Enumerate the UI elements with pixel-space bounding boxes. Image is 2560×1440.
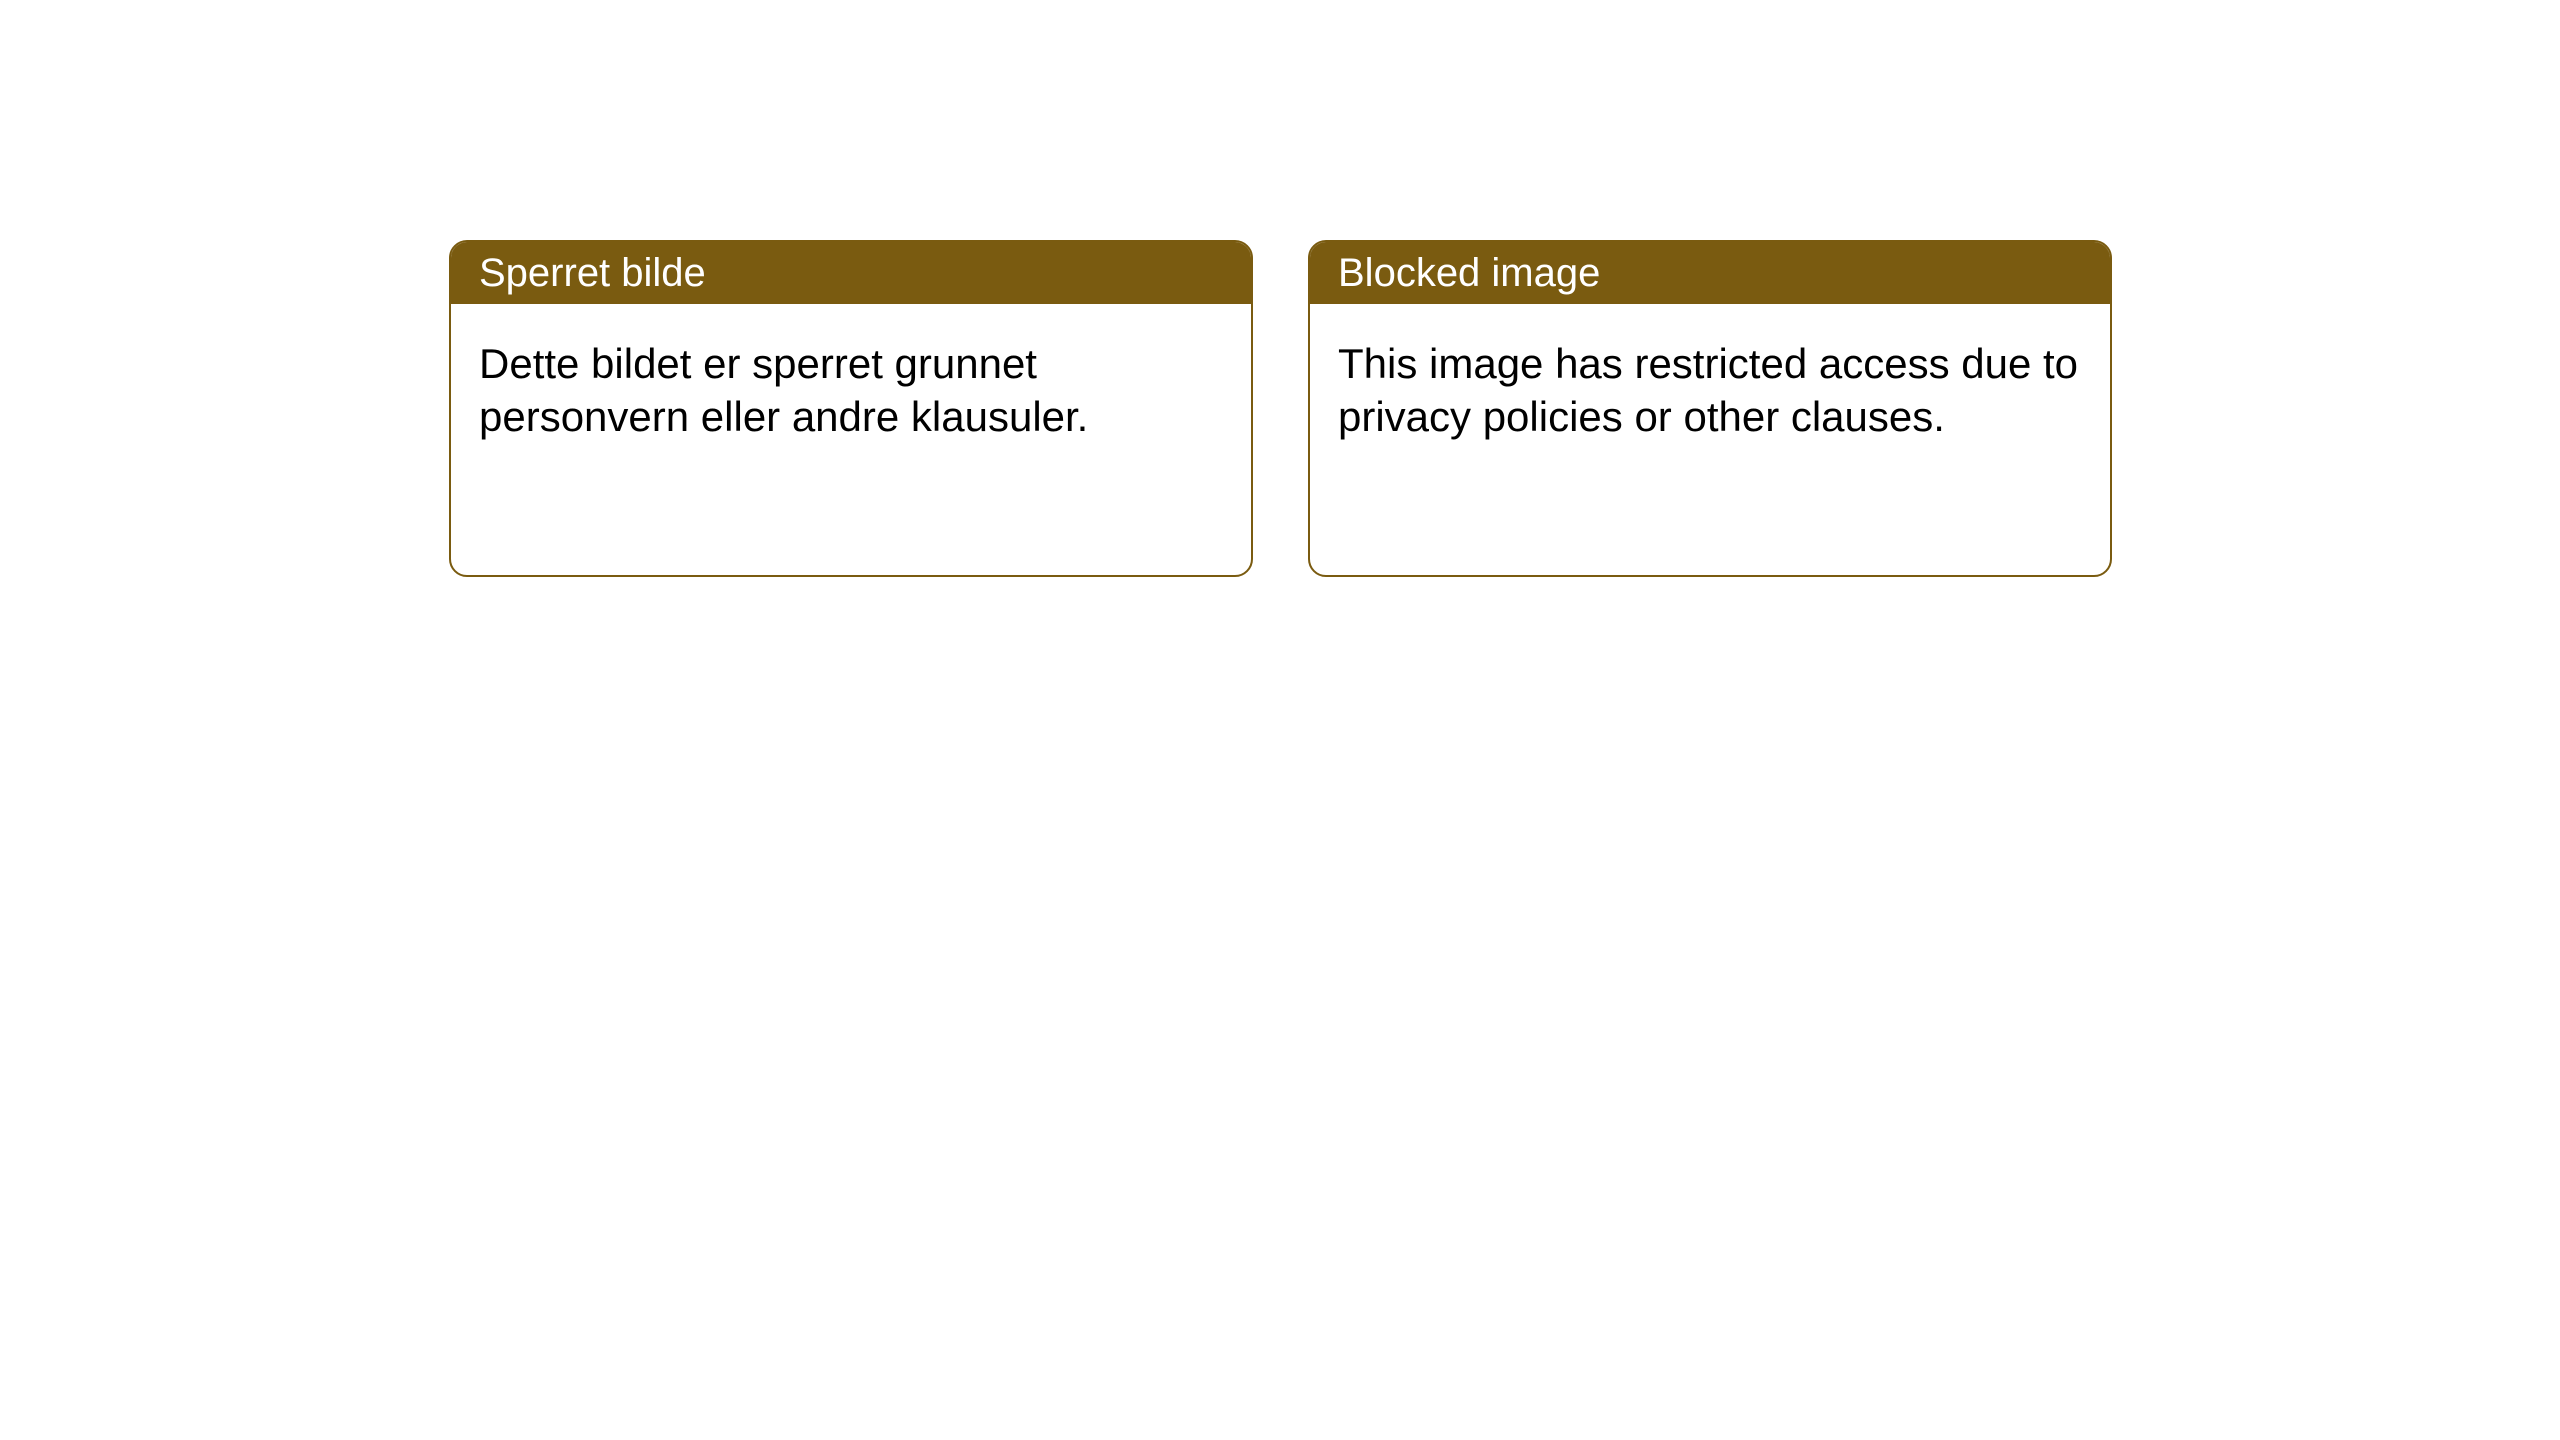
card-body-text: This image has restricted access due to … xyxy=(1338,340,2078,440)
notice-container: Sperret bilde Dette bildet er sperret gr… xyxy=(449,240,2112,577)
notice-card-norwegian: Sperret bilde Dette bildet er sperret gr… xyxy=(449,240,1253,577)
card-header: Blocked image xyxy=(1310,242,2110,304)
card-body: Dette bildet er sperret grunnet personve… xyxy=(451,304,1251,477)
card-body: This image has restricted access due to … xyxy=(1310,304,2110,477)
card-body-text: Dette bildet er sperret grunnet personve… xyxy=(479,340,1088,440)
card-title: Blocked image xyxy=(1338,251,1600,296)
notice-card-english: Blocked image This image has restricted … xyxy=(1308,240,2112,577)
card-title: Sperret bilde xyxy=(479,251,706,296)
card-header: Sperret bilde xyxy=(451,242,1251,304)
